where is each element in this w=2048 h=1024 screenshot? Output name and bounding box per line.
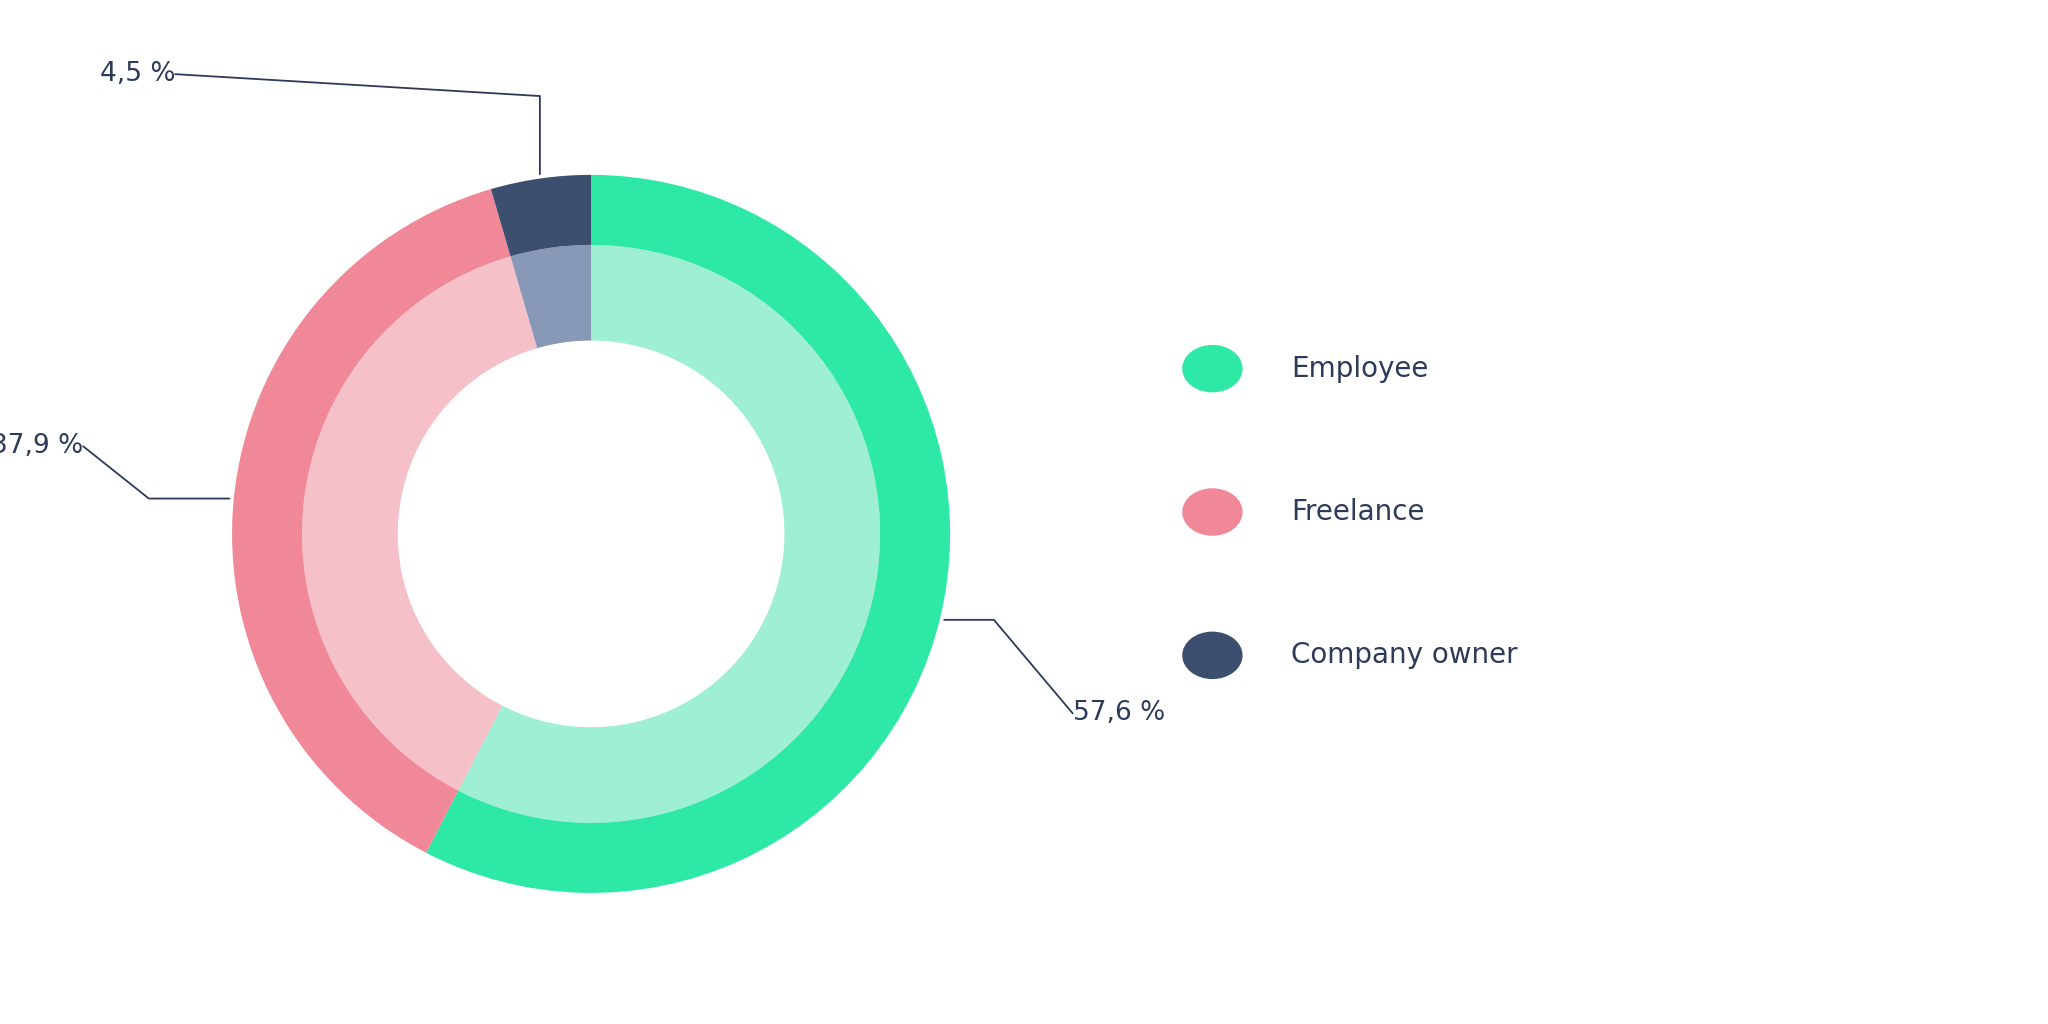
Polygon shape xyxy=(1769,803,1825,918)
Text: Freelance: Freelance xyxy=(1290,498,1425,526)
Circle shape xyxy=(1184,489,1241,535)
Wedge shape xyxy=(459,245,881,823)
Text: Company owner: Company owner xyxy=(1290,641,1518,670)
Wedge shape xyxy=(492,175,592,256)
Circle shape xyxy=(1184,632,1241,679)
Circle shape xyxy=(1184,345,1241,391)
Text: Employee: Employee xyxy=(1290,354,1427,383)
Text: 37,9 %: 37,9 % xyxy=(0,433,84,460)
Wedge shape xyxy=(426,175,950,893)
Text: 57,6 %: 57,6 % xyxy=(1073,700,1165,726)
Text: 4,5 %: 4,5 % xyxy=(100,61,176,87)
Polygon shape xyxy=(1829,803,1886,918)
Wedge shape xyxy=(510,245,592,349)
Wedge shape xyxy=(303,256,537,791)
Wedge shape xyxy=(231,189,510,853)
Circle shape xyxy=(399,341,784,727)
